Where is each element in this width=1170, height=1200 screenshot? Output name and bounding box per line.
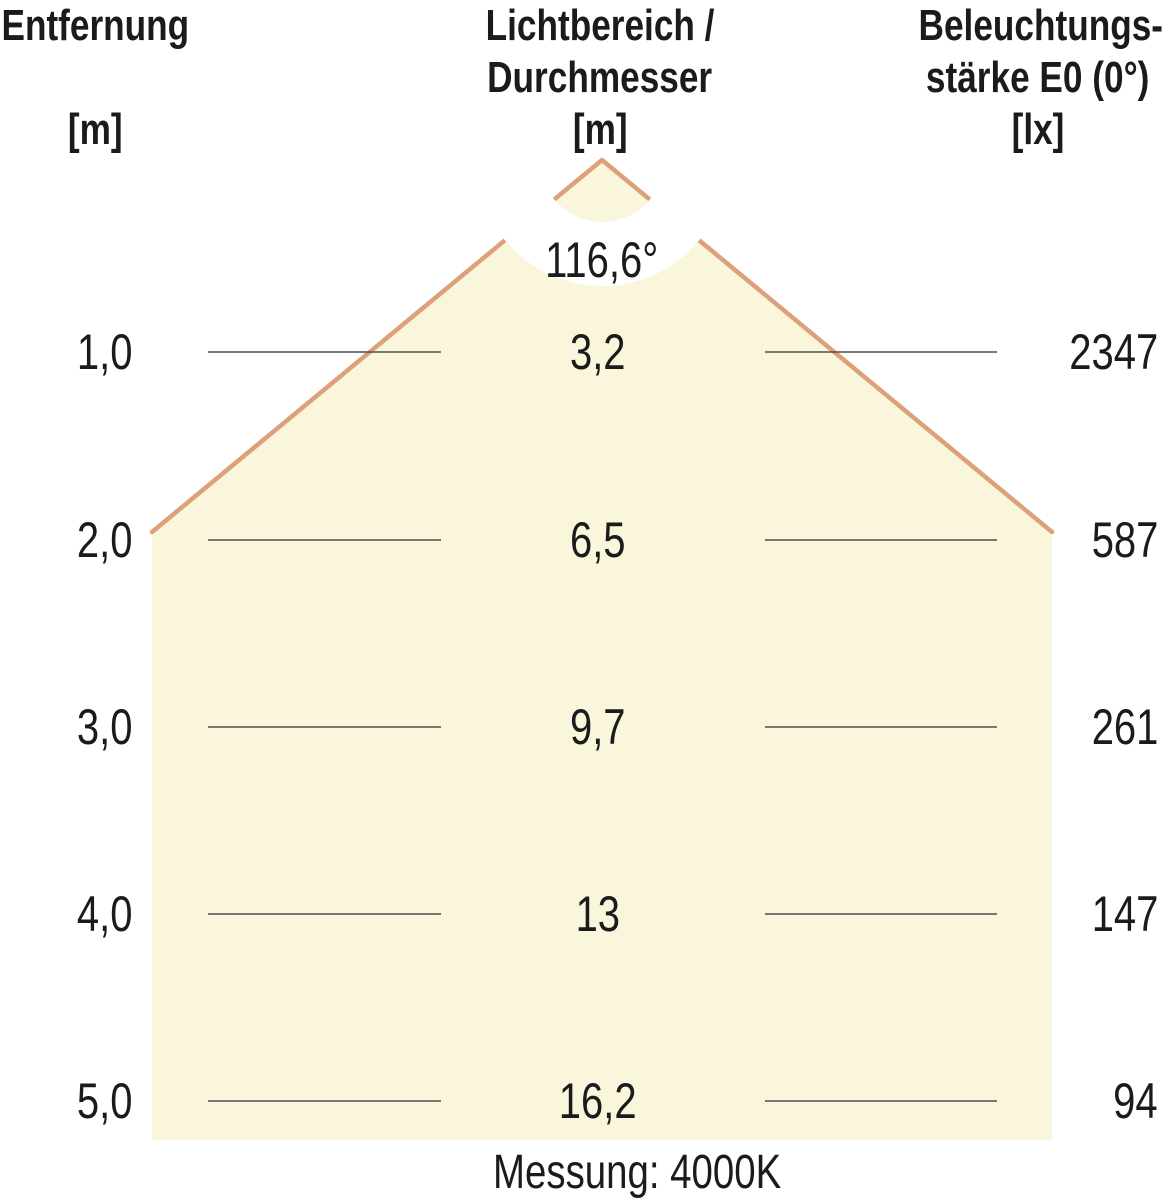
diameter-value-3: 9,7 — [570, 699, 626, 755]
reference-lines-right — [765, 351, 997, 1102]
distance-value-3: 3,0 — [77, 699, 133, 755]
illuminance-value-5: 94 — [1113, 1073, 1159, 1129]
diameter-value-2: 6,5 — [570, 512, 626, 568]
header-title-line: stärke E0 (0°) — [926, 53, 1150, 102]
header-title-line: Lichtbereich / — [485, 1, 715, 50]
header-unit: [lx] — [1011, 105, 1065, 154]
header-title-line: Durchmesser — [487, 53, 713, 102]
header-title-line: Entfernung — [1, 1, 189, 50]
column-header-lichtbereich: Lichtbereich / Durchmesser [m] — [450, 0, 750, 156]
illuminance-value-4: 147 — [1091, 886, 1158, 942]
illuminance-value-1: 2347 — [1069, 324, 1158, 380]
beam-angle-arc-gap — [476, 34, 728, 286]
illuminance-value-3: 261 — [1091, 699, 1158, 755]
distance-value-1: 1,0 — [77, 324, 133, 380]
distance-value-4: 4,0 — [77, 886, 133, 942]
light-cone-fill — [152, 160, 1052, 1140]
header-unit: [m] — [572, 105, 628, 154]
cone-edge-lines — [149, 157, 1055, 535]
header-unit: [m] — [67, 105, 123, 154]
diameter-value-1: 3,2 — [570, 324, 626, 380]
illuminance-value-2: 587 — [1091, 512, 1158, 568]
column-header-entfernung: Entfernung [m] — [0, 0, 245, 156]
diameter-value-4: 13 — [575, 886, 621, 942]
column-header-beleuchtungsstaerke: Beleuchtungs- stärke E0 (0°) [lx] — [888, 0, 1170, 156]
distance-value-2: 2,0 — [77, 512, 133, 568]
diameter-value-5: 16,2 — [559, 1073, 637, 1129]
beam-angle-label: 116,6° — [545, 232, 659, 288]
header-title-line — [0, 52, 245, 104]
header-title-line: Beleuchtungs- — [918, 1, 1164, 50]
measurement-note: Messung: 4000K — [493, 1146, 782, 1199]
distance-value-5: 5,0 — [77, 1073, 133, 1129]
reference-lines-left — [208, 351, 441, 1102]
